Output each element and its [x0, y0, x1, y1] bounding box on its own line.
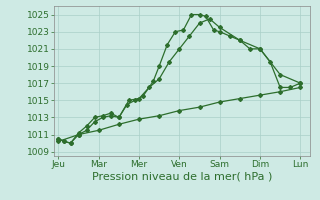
X-axis label: Pression niveau de la mer( hPa ): Pression niveau de la mer( hPa ) [92, 172, 273, 182]
